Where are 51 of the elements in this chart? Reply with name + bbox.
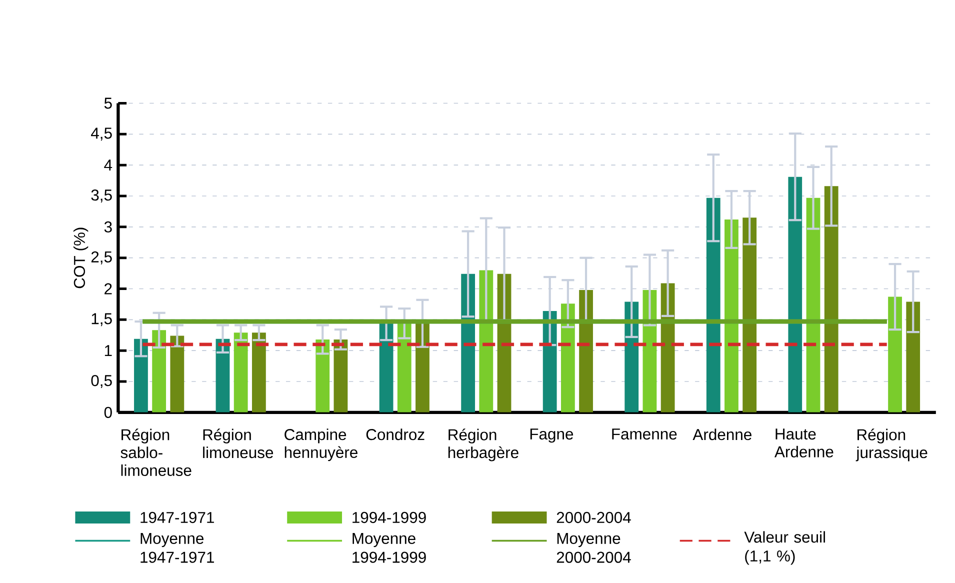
y-tick-label: 4	[104, 160, 112, 170]
x-tick-label: Condroz	[366, 428, 424, 440]
legend-label: 1947-1971	[140, 512, 214, 523]
legend-label: 2000-2004	[556, 512, 631, 523]
bar	[170, 336, 184, 412]
bar	[316, 339, 330, 412]
bar	[152, 330, 166, 412]
y-axis-title: COT (%)	[73, 228, 88, 288]
bar	[906, 302, 920, 412]
y-tick-label: 0,5	[91, 374, 112, 388]
y-tick-label: 3	[104, 221, 112, 232]
bar	[234, 332, 248, 412]
bar	[706, 198, 720, 412]
legend-label: 1994-1999	[352, 512, 426, 523]
x-tick-label: Ardenne	[692, 428, 752, 440]
bar	[334, 339, 348, 412]
legend-label: Valeur seuil (1,1 %)	[744, 531, 825, 565]
bar	[742, 218, 757, 412]
y-tick-label: 2	[104, 283, 112, 294]
x-tick-label: Fagne	[530, 428, 574, 443]
bar	[788, 176, 802, 412]
y-tick-label: 0	[104, 406, 112, 418]
bar	[888, 296, 902, 412]
y-tick-label: 2,5	[91, 251, 112, 264]
bar	[134, 338, 148, 412]
legend-label: Moyenne 1994-1999	[352, 532, 426, 563]
bar	[216, 338, 230, 412]
bar	[416, 323, 430, 412]
bar	[379, 323, 394, 412]
x-tick-label: Région limoneuse	[203, 428, 274, 458]
y-tick-label: 1,5	[92, 313, 112, 326]
bar	[397, 323, 412, 412]
x-tick-label: Région jurassique	[856, 428, 928, 462]
bar	[660, 283, 675, 412]
bar	[252, 332, 266, 412]
bar	[724, 219, 738, 412]
legend-label: Moyenne 2000-2004	[556, 532, 631, 563]
y-tick-label: 5	[104, 98, 112, 109]
bar	[579, 290, 593, 412]
x-tick-label: Famenne	[612, 428, 677, 440]
x-tick-label: Région herbagère	[448, 428, 518, 462]
bar	[824, 186, 838, 412]
x-tick-label: Région sablo-limoneuse	[120, 428, 192, 476]
legend-label: Moyenne 1947-1971	[140, 532, 214, 563]
y-tick-label: 1	[104, 345, 112, 356]
bar	[479, 270, 494, 412]
x-tick-label: Haute Ardenne	[774, 428, 834, 458]
y-tick-label: 4,5	[91, 128, 112, 141]
y-tick-label: 3,5	[91, 189, 112, 202]
bar	[806, 198, 820, 412]
x-tick-label: Campine hennuyère	[284, 428, 358, 462]
